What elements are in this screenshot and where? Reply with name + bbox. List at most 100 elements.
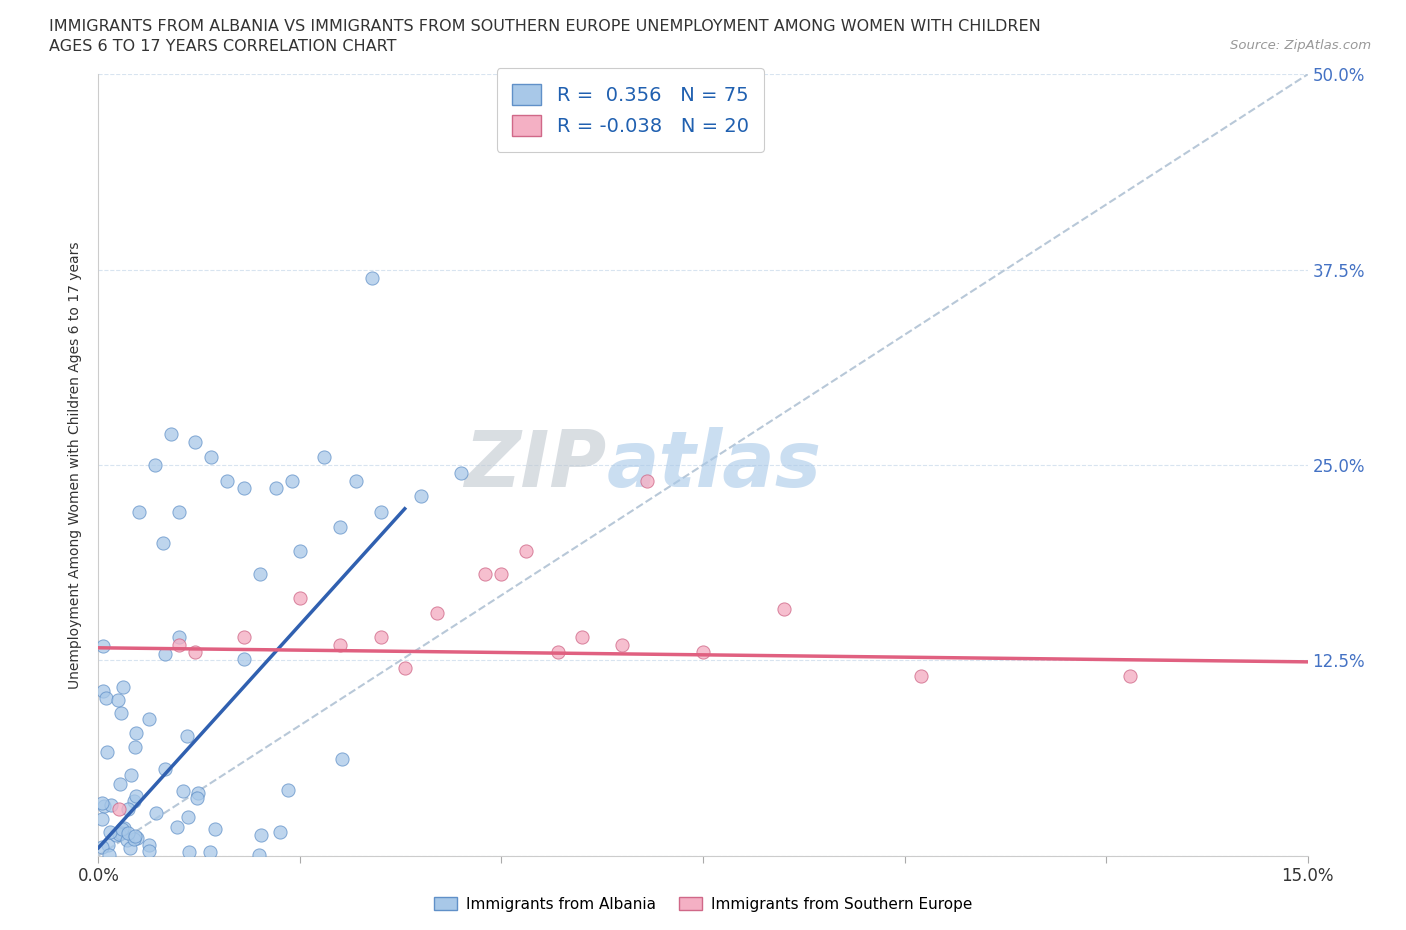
Point bbox=[110, 825, 132, 840]
Point bbox=[426, 606, 449, 621]
Point bbox=[370, 630, 392, 644]
Point bbox=[288, 543, 311, 558]
Point bbox=[370, 504, 392, 519]
Point bbox=[277, 782, 299, 797]
Point bbox=[288, 591, 311, 605]
Point bbox=[98, 847, 121, 862]
Text: AGES 6 TO 17 YEARS CORRELATION CHART: AGES 6 TO 17 YEARS CORRELATION CHART bbox=[49, 39, 396, 54]
Point bbox=[152, 536, 174, 551]
Point bbox=[166, 820, 188, 835]
Point bbox=[344, 473, 367, 488]
Point bbox=[167, 637, 190, 652]
Y-axis label: Unemployment Among Women with Children Ages 6 to 17 years: Unemployment Among Women with Children A… bbox=[69, 241, 83, 689]
Point bbox=[330, 752, 353, 767]
Point bbox=[177, 810, 200, 825]
Point bbox=[122, 793, 145, 808]
Point bbox=[128, 504, 150, 519]
Point bbox=[138, 837, 160, 852]
Point bbox=[571, 630, 593, 644]
Point bbox=[112, 820, 135, 835]
Point bbox=[145, 805, 167, 820]
Point bbox=[96, 745, 118, 760]
Point bbox=[91, 840, 114, 855]
Point bbox=[153, 646, 176, 661]
Point bbox=[100, 797, 122, 812]
Point bbox=[636, 473, 658, 488]
Point bbox=[153, 761, 176, 776]
Point bbox=[143, 458, 166, 472]
Point bbox=[125, 789, 148, 804]
Point bbox=[232, 481, 254, 496]
Point bbox=[232, 652, 254, 667]
Point bbox=[110, 706, 132, 721]
Point bbox=[122, 831, 145, 846]
Point bbox=[91, 639, 114, 654]
Point bbox=[329, 637, 352, 652]
Point bbox=[107, 693, 129, 708]
Point bbox=[184, 434, 207, 449]
Legend: R =  0.356   N = 75, R = -0.038   N = 20: R = 0.356 N = 75, R = -0.038 N = 20 bbox=[496, 69, 765, 152]
Point bbox=[772, 602, 794, 617]
Point bbox=[124, 739, 146, 754]
Point bbox=[187, 786, 209, 801]
Text: ZIP: ZIP bbox=[464, 427, 606, 503]
Point bbox=[1119, 669, 1142, 684]
Point bbox=[91, 796, 114, 811]
Point bbox=[111, 822, 134, 837]
Point bbox=[91, 812, 114, 827]
Point bbox=[249, 828, 271, 843]
Point bbox=[108, 777, 131, 791]
Point bbox=[172, 784, 194, 799]
Point bbox=[118, 841, 141, 856]
Point bbox=[160, 426, 183, 441]
Point bbox=[200, 450, 222, 465]
Point bbox=[249, 567, 271, 582]
Point bbox=[184, 645, 207, 660]
Legend: Immigrants from Albania, Immigrants from Southern Europe: Immigrants from Albania, Immigrants from… bbox=[427, 890, 979, 918]
Point bbox=[361, 270, 384, 285]
Point bbox=[329, 520, 352, 535]
Point bbox=[474, 567, 496, 582]
Point bbox=[269, 824, 291, 839]
Point bbox=[491, 567, 513, 582]
Point bbox=[515, 543, 537, 558]
Point bbox=[177, 844, 200, 859]
Text: IMMIGRANTS FROM ALBANIA VS IMMIGRANTS FROM SOUTHERN EUROPE UNEMPLOYMENT AMONG WO: IMMIGRANTS FROM ALBANIA VS IMMIGRANTS FR… bbox=[49, 19, 1040, 33]
Text: Source: ZipAtlas.com: Source: ZipAtlas.com bbox=[1230, 39, 1371, 52]
Point bbox=[217, 473, 239, 488]
Point bbox=[138, 711, 160, 726]
Point bbox=[91, 684, 114, 698]
Point bbox=[138, 844, 160, 858]
Point bbox=[94, 691, 117, 706]
Point bbox=[120, 767, 142, 782]
Point bbox=[98, 825, 121, 840]
Point bbox=[247, 847, 270, 862]
Point bbox=[105, 827, 128, 842]
Point bbox=[169, 630, 191, 644]
Point bbox=[127, 830, 149, 845]
Point bbox=[117, 802, 139, 817]
Point bbox=[97, 838, 120, 853]
Point bbox=[115, 832, 138, 847]
Point bbox=[394, 660, 416, 675]
Point bbox=[117, 826, 139, 841]
Point bbox=[186, 790, 208, 805]
Point bbox=[204, 821, 226, 836]
Point bbox=[910, 669, 932, 684]
Point bbox=[167, 504, 190, 519]
Point bbox=[124, 828, 146, 843]
Point bbox=[281, 473, 304, 488]
Text: atlas: atlas bbox=[606, 427, 821, 503]
Point bbox=[125, 725, 148, 740]
Point bbox=[612, 637, 634, 652]
Point bbox=[409, 489, 432, 504]
Point bbox=[264, 481, 287, 496]
Point bbox=[111, 680, 134, 695]
Point bbox=[198, 844, 221, 859]
Point bbox=[450, 465, 472, 480]
Point bbox=[314, 450, 336, 465]
Point bbox=[107, 802, 129, 817]
Point bbox=[692, 645, 714, 660]
Point bbox=[176, 729, 198, 744]
Point bbox=[547, 645, 569, 660]
